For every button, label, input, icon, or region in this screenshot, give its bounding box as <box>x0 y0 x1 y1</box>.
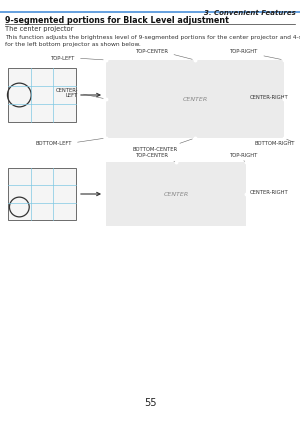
Bar <box>107 60 283 137</box>
Text: BOTTOM-RIGHT: BOTTOM-RIGHT <box>254 139 295 146</box>
Bar <box>106 162 246 226</box>
Text: BOTTOM-CENTER: BOTTOM-CENTER <box>132 139 192 152</box>
Bar <box>119 66 271 132</box>
Bar <box>124 170 228 218</box>
Text: CENTER-
LEFT: CENTER- LEFT <box>56 88 103 99</box>
Text: TOP-LEFT: TOP-LEFT <box>51 55 103 60</box>
Bar <box>110 62 280 136</box>
Bar <box>8 168 76 220</box>
Bar <box>123 170 229 218</box>
Bar <box>112 63 278 135</box>
Text: 9-segmented portions for Black Level adjustment: 9-segmented portions for Black Level adj… <box>5 16 229 25</box>
Bar <box>118 167 235 221</box>
Bar <box>8 68 76 122</box>
Bar <box>118 168 233 220</box>
Bar <box>122 170 230 219</box>
Text: BOTTOM-LEFT: BOTTOM-LEFT <box>35 138 103 146</box>
Bar <box>119 168 232 220</box>
Bar <box>115 166 237 222</box>
Text: TOP-RIGHT: TOP-RIGHT <box>230 153 258 162</box>
Bar <box>116 64 274 134</box>
Bar <box>110 164 242 224</box>
Bar <box>113 63 277 135</box>
Text: CENTER-RIGHT: CENTER-RIGHT <box>249 94 288 99</box>
Bar <box>116 166 236 222</box>
Text: 3. Convenient Features: 3. Convenient Features <box>204 10 296 16</box>
Bar <box>124 68 266 130</box>
Bar <box>120 169 232 220</box>
Bar <box>117 65 273 133</box>
Bar <box>109 163 243 225</box>
Text: CENTER-RIGHT: CENTER-RIGHT <box>246 190 289 195</box>
Bar <box>108 61 282 137</box>
Bar <box>122 67 268 131</box>
Bar <box>129 70 261 128</box>
Bar <box>127 69 263 129</box>
Bar <box>112 165 240 223</box>
Bar <box>121 169 231 219</box>
Bar <box>107 162 245 225</box>
Text: This function adjusts the brightness level of 9-segmented portions for the cente: This function adjusts the brightness lev… <box>5 35 300 47</box>
Text: TOP-RIGHT: TOP-RIGHT <box>230 49 281 60</box>
Text: TOP-CENTER: TOP-CENTER <box>136 153 176 162</box>
Text: TOP-CENTER: TOP-CENTER <box>136 49 192 59</box>
Bar <box>108 163 244 225</box>
Bar <box>111 164 241 224</box>
Text: CENTER: CENTER <box>182 96 208 102</box>
Bar <box>121 66 269 132</box>
Bar <box>125 69 265 129</box>
Bar <box>113 165 239 223</box>
Text: CENTER: CENTER <box>164 192 189 197</box>
Bar <box>106 60 284 138</box>
Bar <box>116 167 236 221</box>
Text: The center projector: The center projector <box>5 26 73 32</box>
Bar <box>115 64 275 134</box>
Bar <box>111 62 279 136</box>
Text: 55: 55 <box>144 398 156 408</box>
Bar <box>128 70 262 129</box>
Bar <box>123 68 267 131</box>
Bar <box>114 165 238 222</box>
Bar <box>118 65 272 133</box>
Bar <box>106 60 284 138</box>
Bar <box>106 162 246 226</box>
